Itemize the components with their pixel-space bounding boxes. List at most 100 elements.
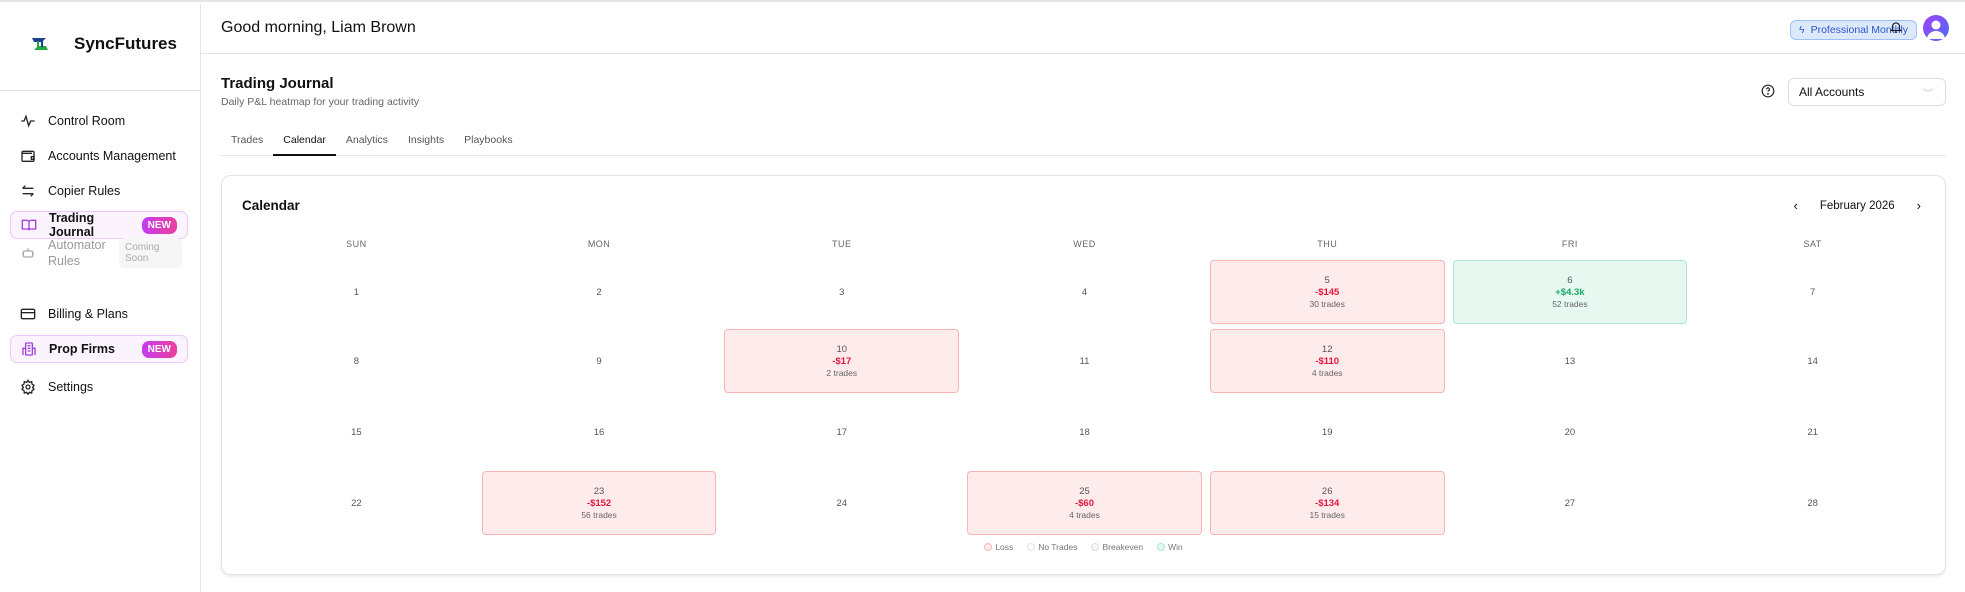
day-pnl: -$60 (1074, 498, 1094, 509)
sidebar-item-accounts-management[interactable]: Accounts Management (10, 142, 188, 170)
day-number: 6 (1567, 275, 1573, 286)
account-select-value: All Accounts (1799, 85, 1865, 99)
legend-item: No Trades (1027, 542, 1077, 552)
sidebar-item-label: Copier Rules (48, 184, 121, 198)
weekday-header: SUN MON TUE WED THU FRI SAT (239, 239, 1930, 261)
day-cell[interactable]: 5 -$145 30 trades (1209, 260, 1445, 324)
legend-item: Loss (984, 542, 1013, 552)
sidebar-item-prop-firms[interactable]: Prop Firms NEW (10, 335, 188, 363)
day-cell[interactable]: 13 (1453, 329, 1688, 393)
day-cell[interactable]: 10 -$17 2 trades (724, 329, 960, 393)
weekday-wed: WED (1073, 239, 1096, 249)
legend-item: Breakeven (1091, 542, 1143, 552)
day-trades: 30 trades (1309, 299, 1345, 309)
divider (0, 90, 200, 91)
sidebar-item-settings[interactable]: Settings (10, 373, 188, 401)
legend-dot-icon (984, 543, 993, 551)
weekday-tue: TUE (832, 239, 852, 249)
day-cell[interactable]: 23 -$152 56 trades (481, 471, 717, 535)
weekday-thu: THU (1317, 239, 1338, 249)
day-number: 11 (1079, 355, 1090, 367)
sidebar-item-copier-rules[interactable]: Copier Rules (10, 177, 188, 205)
day-number: 2 (596, 286, 602, 298)
day-cell[interactable]: 22 (239, 471, 474, 535)
tab-insights[interactable]: Insights (407, 134, 445, 146)
day-cell[interactable]: 4 (967, 260, 1202, 324)
legend-label: Loss (995, 542, 1014, 552)
avatar[interactable] (1923, 15, 1949, 41)
arrows-swap-icon (22, 185, 34, 197)
legend: Loss No Trades Breakeven Win (222, 542, 1945, 552)
day-cell[interactable]: 17 (724, 398, 959, 466)
day-cell[interactable]: 7 (1695, 260, 1930, 324)
day-cell[interactable]: 21 (1695, 398, 1930, 466)
day-cell[interactable]: 19 (1210, 398, 1445, 466)
day-cell[interactable]: 9 (482, 329, 717, 393)
sidebar: SyncFutures Control Room Accounts Managem… (0, 4, 201, 592)
day-number: 12 (1321, 344, 1333, 355)
coming-soon-badge: Coming Soon (118, 238, 182, 268)
sidebar-item-label: Trading Journal (49, 211, 95, 239)
day-number: 18 (1079, 426, 1090, 438)
legend-label: Breakeven (1102, 542, 1144, 552)
activity-icon (21, 114, 35, 128)
sidebar-item-billing-plans[interactable]: Billing & Plans (10, 300, 188, 328)
day-cell[interactable]: 1 (239, 260, 474, 324)
day-cell[interactable]: 28 (1695, 471, 1930, 535)
day-number: 24 (836, 497, 848, 509)
sidebar-item-trading-journal[interactable]: Trading Journal NEW (10, 211, 188, 239)
help-icon[interactable] (1761, 84, 1775, 98)
weekday-mon: MON (587, 239, 611, 249)
day-pnl: -$152 (586, 498, 612, 509)
new-badge: NEW (141, 340, 177, 358)
day-number: 28 (1807, 497, 1818, 509)
day-cell[interactable]: 26 -$134 15 trades (1209, 471, 1445, 535)
logo[interactable]: SyncFutures (28, 32, 177, 56)
tab-analytics[interactable]: Analytics (345, 134, 388, 146)
day-number: 5 (1324, 275, 1330, 286)
weekday-sat: SAT (1803, 239, 1822, 249)
tab-trades[interactable]: Trades (231, 134, 264, 146)
day-cell[interactable]: 6 +$4.3k 52 trades (1452, 260, 1688, 324)
chevron-right-icon[interactable]: › (1916, 198, 1921, 213)
day-pnl: -$110 (1315, 356, 1340, 367)
logo-icon (32, 38, 48, 50)
day-cell[interactable]: 3 (724, 260, 959, 324)
tab-calendar[interactable]: Calendar (273, 130, 336, 156)
day-cell[interactable]: 18 (967, 398, 1202, 466)
day-cell[interactable]: 11 (967, 329, 1202, 393)
day-cell[interactable]: 14 (1695, 329, 1930, 393)
day-number: 25 (1079, 486, 1090, 497)
day-number: 1 (353, 286, 359, 298)
day-cell[interactable]: 24 (724, 471, 959, 535)
day-number: 23 (593, 486, 605, 497)
greeting: Good morning, Liam Brown (221, 19, 416, 36)
day-cell[interactable]: 8 (239, 329, 474, 393)
day-cell[interactable]: 16 (482, 398, 717, 466)
legend-label: Win (1168, 542, 1183, 552)
day-cell[interactable]: 20 (1453, 398, 1688, 466)
day-cell[interactable]: 25 -$60 4 trades (967, 471, 1202, 535)
day-number: 17 (836, 426, 848, 438)
day-cell[interactable]: 12 -$110 4 trades (1209, 329, 1445, 393)
calendar-grid: 1 2 3 4 5 -$145 30 trades 6 +$4.3k 52 trades 7 8 9 10… (239, 260, 1930, 535)
tab-playbooks[interactable]: Playbooks (464, 134, 513, 146)
day-number: 3 (839, 286, 845, 298)
plan-badge[interactable]: ϟ Professional Monthly (1790, 20, 1918, 40)
chevron-left-icon[interactable]: ‹ (1793, 198, 1798, 213)
sidebar-item-label: Prop Firms (49, 342, 115, 356)
weekday-sun: SUN (346, 239, 367, 249)
day-cell[interactable]: 2 (482, 260, 717, 324)
month-label: February 2026 (1819, 199, 1895, 212)
account-select[interactable]: All Accounts ﹀ (1788, 78, 1946, 106)
app-name: SyncFutures (74, 34, 177, 53)
day-number: 20 (1564, 426, 1576, 438)
bell-icon[interactable] (1889, 20, 1903, 34)
sidebar-item-control-room[interactable]: Control Room (10, 107, 188, 135)
day-cell[interactable]: 27 (1453, 471, 1688, 535)
day-cell[interactable]: 15 (239, 398, 474, 466)
tab-bar: Trades Calendar Analytics Insights Playbooks (221, 130, 1946, 156)
credit-card-icon (20, 308, 36, 320)
day-pnl: -$134 (1315, 498, 1340, 509)
sidebar-item-automator-rules[interactable]: Automator Rules Coming Soon (10, 233, 188, 273)
